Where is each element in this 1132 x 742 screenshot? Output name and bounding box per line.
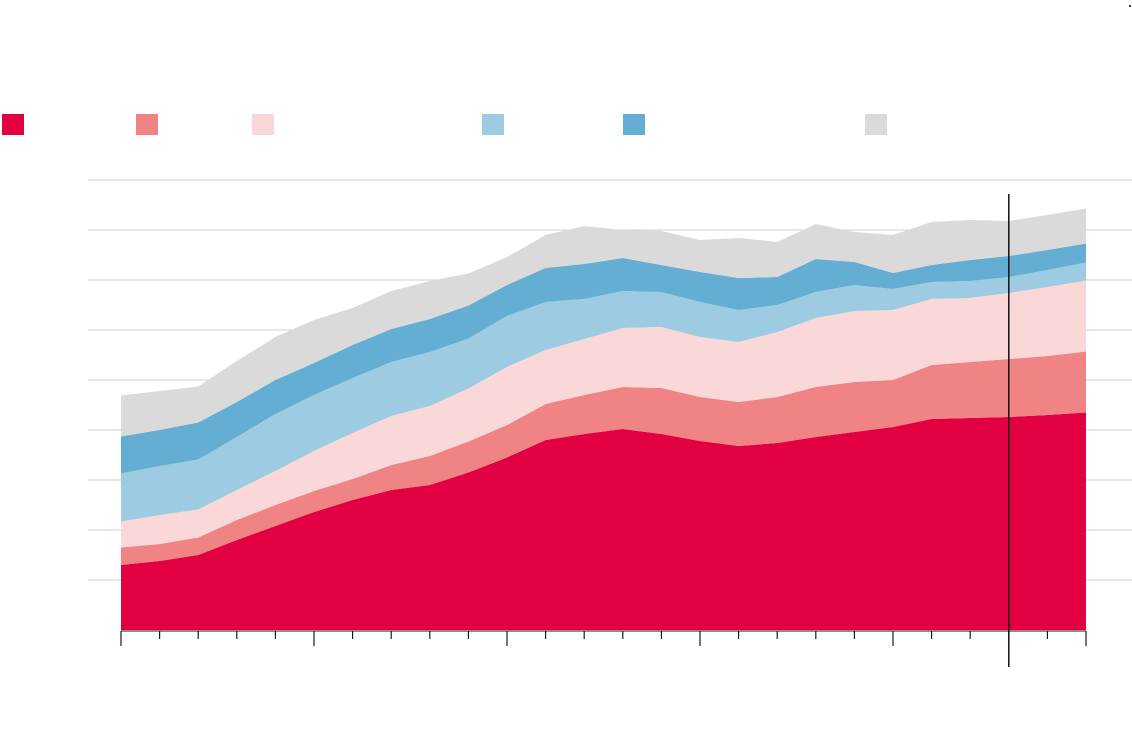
area-series-5 — [121, 243, 1086, 474]
legend-swatch — [482, 114, 504, 135]
legend-swatch — [136, 114, 158, 135]
corner-dot — [1129, 5, 1131, 7]
x-axis — [120, 630, 1087, 646]
area-series-4 — [121, 262, 1086, 522]
area-series-group — [121, 208, 1086, 630]
area-series-1 — [121, 412, 1086, 630]
legend-swatch — [623, 114, 645, 135]
area-series-2 — [121, 351, 1086, 565]
area-series-6 — [121, 208, 1086, 437]
legend-swatch — [2, 114, 24, 135]
area-series-3 — [121, 280, 1086, 548]
legend-swatch — [252, 114, 274, 135]
legend-swatch — [865, 114, 887, 135]
